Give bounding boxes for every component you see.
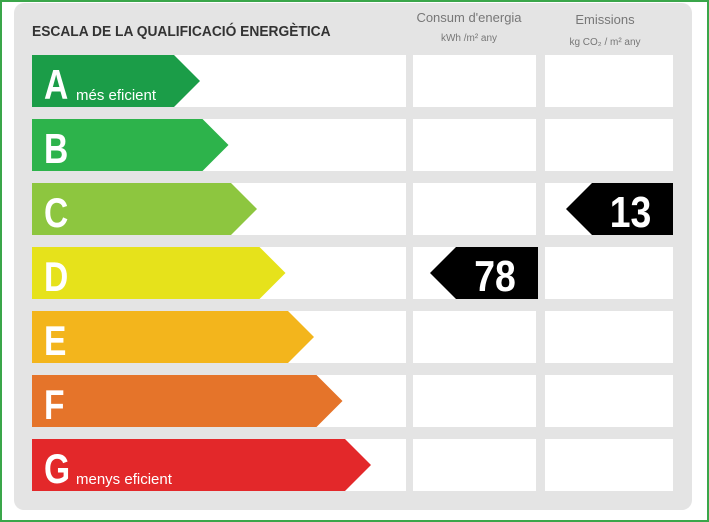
cell bbox=[413, 439, 536, 491]
cell bbox=[545, 55, 673, 107]
cell bbox=[413, 119, 536, 171]
title: ESCALA DE LA QUALIFICACIÓ ENERGÈTICA bbox=[32, 21, 331, 40]
class-letter: B bbox=[44, 127, 68, 173]
cell bbox=[545, 119, 673, 171]
class-arrow bbox=[32, 375, 343, 427]
cell bbox=[413, 55, 536, 107]
column-label: Consum d'energia bbox=[416, 10, 522, 25]
class-letter: A bbox=[44, 63, 68, 109]
class-arrow bbox=[32, 119, 229, 171]
class-letter: D bbox=[44, 255, 68, 301]
rating-tag bbox=[430, 247, 538, 299]
column-label: Emissions bbox=[575, 12, 635, 27]
class-arrow bbox=[32, 55, 200, 107]
class-letter: E bbox=[44, 319, 66, 365]
cell bbox=[545, 311, 673, 363]
cell bbox=[545, 439, 673, 491]
rating-value: 78 bbox=[474, 251, 516, 301]
class-note: menys eficient bbox=[76, 471, 173, 488]
cell bbox=[413, 311, 536, 363]
cell bbox=[545, 247, 673, 299]
cell bbox=[413, 375, 536, 427]
class-letter: C bbox=[44, 191, 68, 237]
class-arrow bbox=[32, 439, 371, 491]
class-arrow bbox=[32, 183, 257, 235]
class-arrow bbox=[32, 247, 286, 299]
column-unit: kWh /m² any bbox=[441, 33, 497, 44]
class-letter: G bbox=[44, 447, 70, 493]
class-letter: F bbox=[44, 383, 65, 429]
cell bbox=[545, 375, 673, 427]
rating-value: 13 bbox=[610, 187, 652, 237]
class-note: més eficient bbox=[76, 87, 157, 104]
class-arrow bbox=[32, 311, 314, 363]
column-unit: kg CO₂ / m² any bbox=[569, 37, 640, 48]
cell bbox=[413, 183, 536, 235]
rating-tag bbox=[566, 183, 673, 235]
